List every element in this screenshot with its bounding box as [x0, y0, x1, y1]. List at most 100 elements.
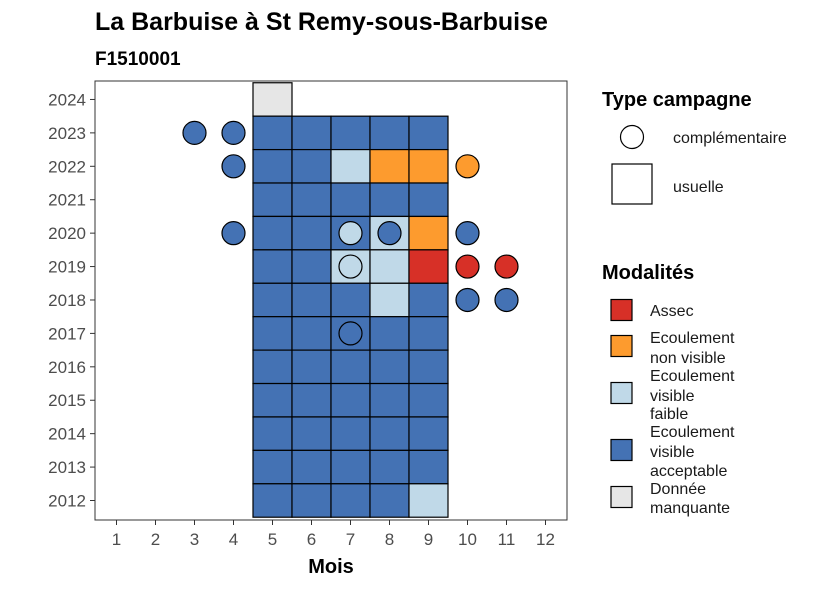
tile-2021-7 [330, 182, 371, 218]
x-axis-title: Mois [308, 556, 354, 578]
y-tick-label-2021: 2021 [48, 191, 86, 210]
legend-type-label-0: complémentaire [673, 130, 787, 147]
plot-area [94, 80, 568, 521]
point-2019-10 [455, 254, 480, 279]
tile-2015-6 [291, 382, 332, 418]
legend-key-0 [610, 298, 633, 322]
tile-2023-8 [369, 115, 410, 151]
x-tick-label-7: 7 [346, 530, 355, 549]
tile-2017-9 [408, 316, 449, 351]
tile-2022-5 [252, 148, 293, 184]
tile-2014-5 [252, 416, 293, 451]
tile-2015-9 [408, 382, 449, 418]
y-tick-label-2013: 2013 [48, 458, 86, 477]
tile-2018-9 [408, 282, 449, 318]
point-2018-10 [455, 287, 480, 313]
y-tick-label-2024: 2024 [48, 90, 86, 109]
x-tick-label-1: 1 [112, 530, 121, 549]
legend-key-2 [610, 381, 633, 405]
x-tick-label-11: 11 [498, 530, 516, 549]
tile-2020-5 [252, 215, 293, 251]
tile-2021-9 [408, 182, 449, 218]
legend-key-1 [610, 334, 633, 358]
tile-2018-8 [369, 282, 410, 318]
point-2019-7 [338, 254, 363, 279]
y-tick-label-2016: 2016 [48, 358, 86, 377]
x-tick-label-4: 4 [229, 530, 238, 549]
tile-2020-6 [291, 215, 332, 251]
tile-2014-9 [408, 416, 449, 451]
tile-2023-7 [330, 115, 371, 151]
tile-2013-7 [330, 449, 371, 485]
y-tick-label-2019: 2019 [48, 258, 86, 277]
y-tick-label-2014: 2014 [48, 425, 86, 444]
legend-label-3-2: acceptable [650, 463, 727, 480]
tile-2016-5 [252, 349, 293, 385]
tile-2017-8 [369, 316, 410, 351]
tile-2022-8 [369, 148, 410, 184]
point-2023-4 [221, 120, 246, 145]
tile-2022-9 [408, 148, 449, 184]
legend-type-label-1: usuelle [673, 179, 724, 196]
x-tick-label-3: 3 [190, 530, 199, 549]
legend-label-4-1: manquante [650, 500, 730, 517]
tile-2022-7 [330, 148, 371, 184]
tile-2012-7 [330, 483, 371, 518]
tile-2012-6 [291, 483, 332, 518]
point-2023-3 [182, 120, 207, 145]
x-tick-label-10: 10 [458, 530, 477, 549]
legend-label-2-0: Ecoulement [650, 368, 735, 385]
tile-2016-7 [330, 349, 371, 385]
tile-2017-6 [291, 316, 332, 351]
chart-subtitle: F1510001 [95, 49, 181, 70]
point-2020-8 [377, 221, 402, 246]
point-2018-11 [494, 287, 519, 313]
legend-label-2-1: visible [650, 388, 695, 405]
legend-key-4 [610, 485, 633, 509]
tile-2023-6 [291, 115, 332, 151]
x-tick-label-2: 2 [151, 530, 160, 549]
point-2019-11 [494, 254, 519, 279]
tile-2019-9 [408, 249, 449, 284]
tile-2015-8 [369, 382, 410, 418]
tile-2018-5 [252, 282, 293, 318]
x-tick-label-9: 9 [424, 530, 433, 549]
x-tick-label-6: 6 [307, 530, 316, 549]
tile-2014-7 [330, 416, 371, 451]
tile-2013-6 [291, 449, 332, 485]
point-2020-7 [338, 221, 363, 246]
x-tick-label-12: 12 [536, 530, 555, 549]
tile-2012-5 [252, 483, 293, 518]
tile-2021-6 [291, 182, 332, 218]
points [182, 120, 519, 346]
legend-square-symbol [611, 163, 653, 205]
point-2020-4 [221, 221, 246, 246]
legend-label-3-1: visible [650, 444, 695, 461]
tile-2023-9 [408, 115, 449, 151]
tile-2016-6 [291, 349, 332, 385]
tile-2015-7 [330, 382, 371, 418]
y-tick-label-2017: 2017 [48, 324, 86, 343]
legend-modalites-title: Modalités [602, 262, 694, 284]
tile-2020-9 [408, 215, 449, 251]
tile-2023-5 [252, 115, 293, 151]
y-tick-label-2023: 2023 [48, 124, 86, 143]
legend-label-4-0: Donnée [650, 481, 706, 498]
tile-2018-6 [291, 282, 332, 318]
y-tick-label-2015: 2015 [48, 391, 86, 410]
tiles [252, 82, 449, 518]
tile-2019-6 [291, 249, 332, 284]
chart-title: La Barbuise à St Remy-sous-Barbuise [95, 8, 548, 36]
tile-2018-7 [330, 282, 371, 318]
point-2017-7 [338, 321, 363, 346]
legend-type-campagne: Type campagne complémentaire usuelle [602, 89, 787, 205]
tile-2021-5 [252, 182, 293, 218]
tile-2014-6 [291, 416, 332, 451]
plot-border [94, 80, 568, 521]
tile-2021-8 [369, 182, 410, 218]
y-tick-label-2018: 2018 [48, 291, 86, 310]
tile-2019-5 [252, 249, 293, 284]
tile-2017-5 [252, 316, 293, 351]
